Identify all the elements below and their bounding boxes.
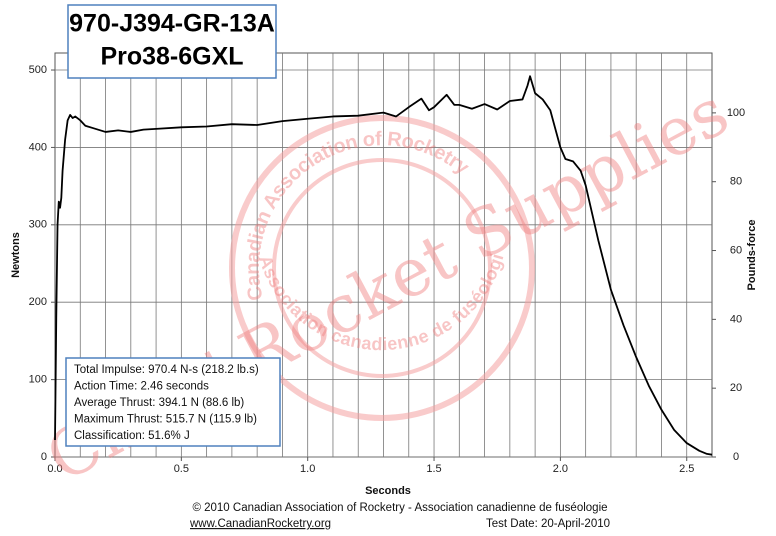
thrust-line — [54, 75, 713, 456]
footer-date: Test Date: 20-April-2010 — [486, 518, 610, 530]
footer-link[interactable]: www.CanadianRocketry.org — [189, 518, 331, 530]
y2-tick-label: 20 — [730, 382, 742, 394]
y-tick-label: 100 — [29, 374, 47, 386]
y-tick-label: 200 — [29, 296, 47, 308]
info-line: Classification: 51.6% J — [74, 430, 190, 442]
logo-ring — [229, 115, 535, 421]
info-line: Total Impulse: 970.4 N-s (218.2 lb.s) — [74, 364, 259, 376]
x-tick-label: 0.5 — [174, 463, 189, 475]
y-tick-label: 500 — [29, 64, 47, 76]
y2-tick-label: 100 — [727, 107, 745, 119]
y2-tick-label: 60 — [730, 244, 742, 256]
chart-title: 970-J394-GR-13A — [69, 10, 275, 38]
y-axis-title: Newtons — [10, 232, 22, 278]
info-line: Average Thrust: 394.1 N (88.6 lb) — [74, 397, 244, 409]
info-line: Action Time: 2.46 seconds — [74, 381, 209, 393]
y2-axis-title: Pounds-force — [746, 220, 758, 291]
x-tick-label: 1.0 — [300, 463, 315, 475]
x-tick-label: 2.5 — [679, 463, 694, 475]
y-tick-label: 300 — [29, 219, 47, 231]
info-box — [65, 357, 281, 447]
x-tick-label: 1.5 — [426, 463, 441, 475]
info-line: Maximum Thrust: 515.7 N (115.9 lb) — [74, 414, 257, 426]
x-axis-title: Seconds — [365, 485, 411, 497]
y2-tick-label: 40 — [730, 313, 742, 325]
title-box — [67, 4, 277, 79]
y2-tick-label: 0 — [733, 451, 739, 463]
y-tick-label: 400 — [29, 141, 47, 153]
y2-tick-label: 80 — [730, 176, 742, 188]
x-tick-label: 2.0 — [553, 463, 568, 475]
y-tick-label: 0 — [41, 451, 47, 463]
x-tick-label: 0.0 — [47, 463, 62, 475]
logo-ring — [272, 158, 492, 378]
chart-title: Pro38-6GXL — [100, 43, 243, 71]
footer: © 2010 Canadian Association of Rocketry … — [192, 502, 607, 514]
